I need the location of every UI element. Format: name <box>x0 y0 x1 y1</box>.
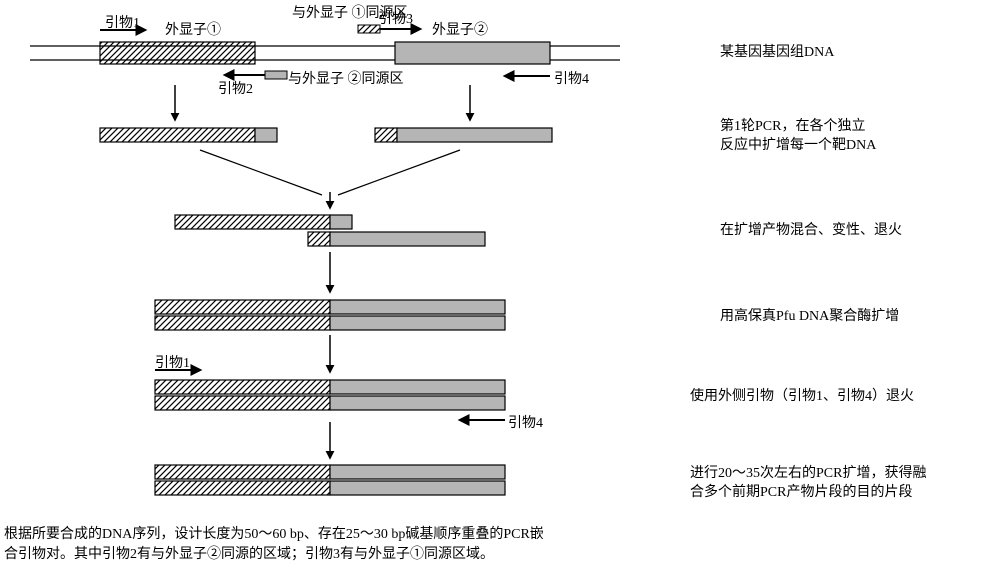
label-exon1: 外显子① <box>165 19 221 39</box>
label-primer2: 引物2 <box>218 78 253 98</box>
desc-row1: 某基因基因组DNA <box>720 44 834 63</box>
desc-row2: 第1轮PCR，在各个独立 反应中扩增每一个靶DNA <box>720 118 876 156</box>
label-primer1: 引物1 <box>105 12 140 32</box>
desc-row5: 使用外侧引物（引物1、引物4）退火 <box>690 388 914 407</box>
desc-row3: 在扩增产物混合、变性、退火 <box>720 222 902 241</box>
label-primer4-row5: 引物4 <box>508 412 543 432</box>
label-primer3: 引物3 <box>378 8 413 28</box>
caption: 根据所要合成的DNA序列，设计长度为50～60 bp、存在25～30 bp碱基顺… <box>4 525 544 564</box>
label-primer4: 引物4 <box>554 68 589 88</box>
label-exon2: 外显子② <box>432 19 488 39</box>
label-primer1-row5: 引物1 <box>155 352 190 372</box>
desc-row6: 进行20～35次左右的PCR扩增，获得融 合多个前期PCR产物片段的目的片段 <box>690 465 926 503</box>
desc-row4: 用高保真Pfu DNA聚合酶扩增 <box>720 308 899 327</box>
label-hom2: 与外显子 ②同源区 <box>288 72 404 88</box>
